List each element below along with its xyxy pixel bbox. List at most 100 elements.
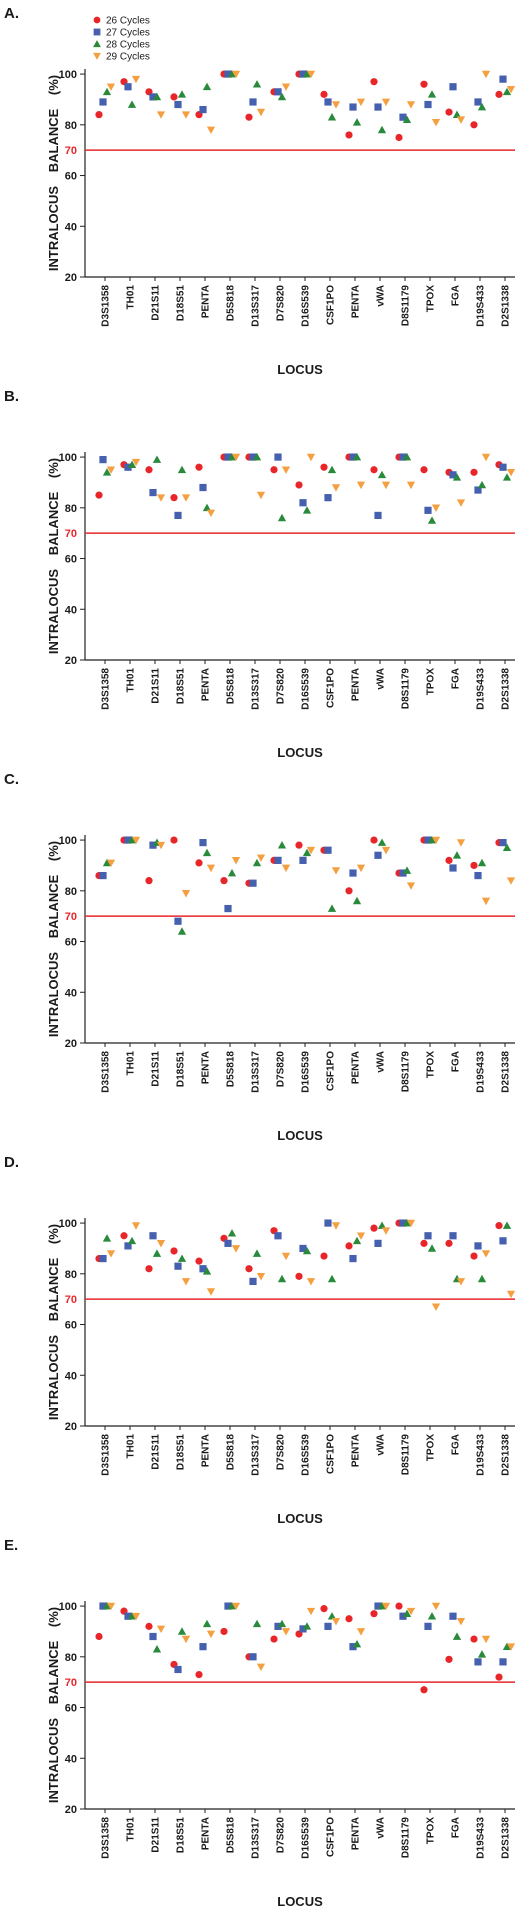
point <box>499 839 507 847</box>
point <box>499 75 507 83</box>
point <box>402 866 412 874</box>
point <box>295 841 303 849</box>
point <box>252 452 262 461</box>
point <box>495 1673 503 1681</box>
point <box>299 1625 307 1633</box>
x-tick-label: D19S433 <box>476 1434 487 1476</box>
point <box>177 927 187 935</box>
x-tick-label: D21S11 <box>151 668 162 704</box>
point <box>127 835 137 844</box>
point <box>149 488 157 497</box>
point <box>474 486 482 494</box>
point <box>495 90 503 98</box>
point <box>470 1635 478 1643</box>
point <box>502 1221 512 1229</box>
point <box>156 494 166 502</box>
point <box>381 98 391 107</box>
point <box>502 473 512 481</box>
point <box>352 1236 362 1245</box>
point <box>177 90 187 98</box>
point <box>324 1622 332 1630</box>
point <box>399 869 407 877</box>
point <box>506 1290 516 1299</box>
point <box>106 1250 116 1258</box>
y-axis-label: INTRALOCUS BALANCE (%) <box>46 1224 61 1420</box>
point <box>99 871 107 880</box>
point <box>399 1612 407 1620</box>
x-tick-label: FGA <box>451 1817 462 1838</box>
point <box>299 499 307 507</box>
point <box>477 858 487 867</box>
point <box>445 108 453 116</box>
point <box>481 1635 491 1644</box>
x-tick-label: TH01 <box>126 668 137 693</box>
point <box>506 1643 516 1651</box>
point <box>374 511 382 520</box>
x-tick-label: D5S818 <box>226 1434 237 1471</box>
point <box>95 491 103 499</box>
point <box>445 1655 453 1663</box>
x-tick-label: D2S1338 <box>501 1817 512 1859</box>
point <box>306 1607 316 1616</box>
point <box>102 468 112 476</box>
y-tick-label: 100 <box>59 1218 77 1230</box>
point <box>299 70 307 78</box>
point <box>431 1602 441 1611</box>
point <box>352 1639 362 1648</box>
point <box>231 453 241 462</box>
x-tick-label: TPOX <box>426 1051 437 1079</box>
point <box>402 452 412 461</box>
x-axis-label: LOCUS <box>277 745 323 760</box>
point <box>456 499 466 507</box>
x-tick-label: PENTA <box>351 285 362 318</box>
x-tick-label: TPOX <box>426 285 437 313</box>
point <box>324 846 332 854</box>
point <box>277 92 287 101</box>
point <box>424 1622 432 1630</box>
point <box>477 102 487 111</box>
point <box>349 1643 357 1651</box>
point <box>281 1628 291 1636</box>
point <box>331 867 341 875</box>
point <box>431 836 441 845</box>
point <box>431 504 441 512</box>
point <box>252 80 262 88</box>
point <box>345 1242 353 1250</box>
x-tick-label: D16S539 <box>301 668 312 710</box>
point <box>449 1232 457 1240</box>
x-tick-label: D13S317 <box>251 668 262 710</box>
point <box>456 1278 466 1286</box>
point <box>420 1239 428 1247</box>
point <box>174 1262 182 1270</box>
point <box>356 864 366 873</box>
point <box>320 1252 328 1260</box>
point <box>245 113 253 121</box>
point <box>306 846 316 855</box>
point <box>374 1239 382 1247</box>
point <box>349 1254 357 1263</box>
panel-label: D. <box>4 1154 19 1171</box>
point <box>181 890 191 898</box>
y-tick-label: 40 <box>65 987 77 999</box>
point <box>274 1232 282 1240</box>
point <box>156 841 166 850</box>
point <box>220 877 228 885</box>
x-tick-label: FGA <box>451 1051 462 1072</box>
point <box>102 858 112 867</box>
x-tick-label: vWA <box>376 1434 387 1456</box>
point <box>381 846 391 855</box>
x-tick-label: D3S1358 <box>101 1051 112 1093</box>
point <box>181 494 191 502</box>
point <box>231 1245 241 1253</box>
point <box>131 1222 141 1230</box>
point <box>106 859 116 868</box>
x-tick-label: D7S820 <box>276 285 287 322</box>
threshold-label: 70 <box>65 528 77 540</box>
point <box>395 133 403 142</box>
point <box>102 87 112 96</box>
point <box>370 1224 378 1232</box>
y-tick-label: 100 <box>59 835 77 847</box>
y-tick-label: 20 <box>65 655 77 667</box>
point <box>331 101 341 109</box>
x-tick-label: D8S1179 <box>401 668 412 710</box>
